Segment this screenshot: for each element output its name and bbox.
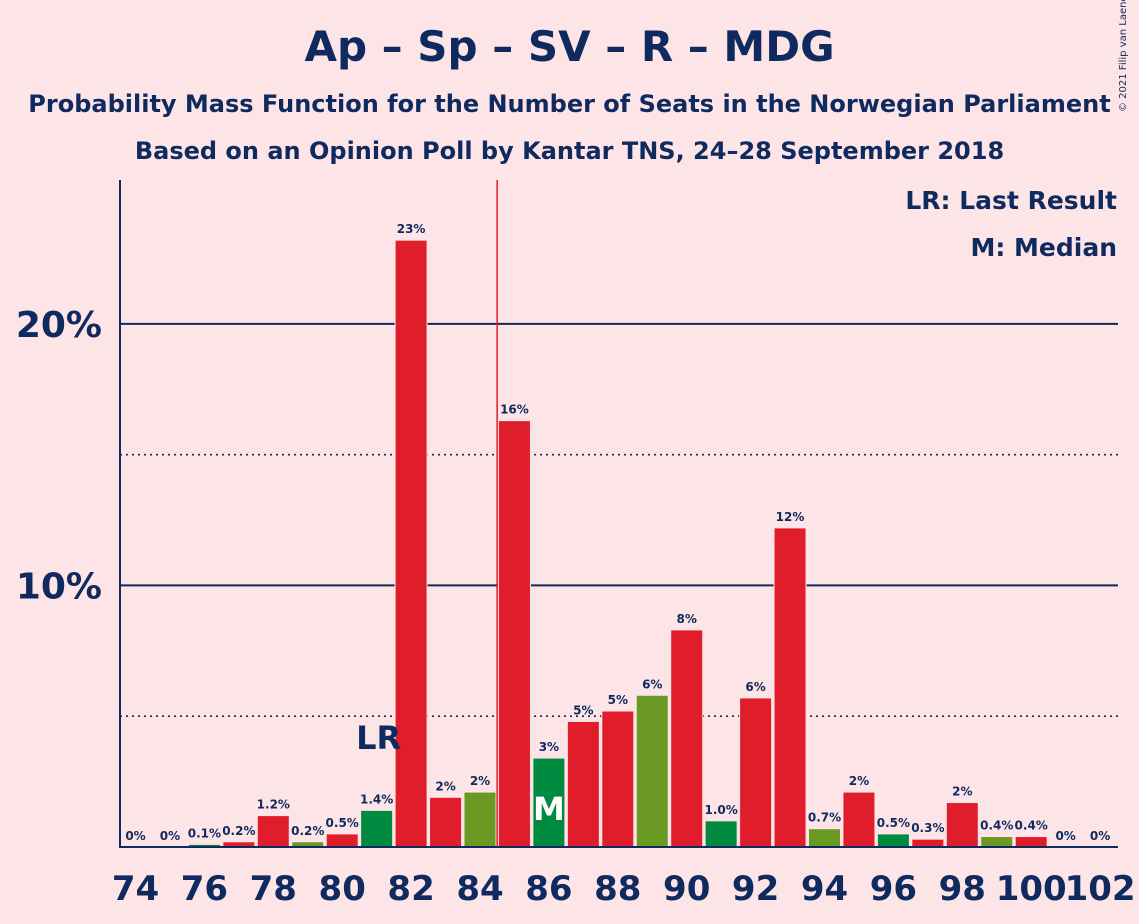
- bar-seat-84: [463, 791, 497, 848]
- data-label-seat-82: 23%: [397, 222, 426, 236]
- data-label-seat-96: 0.5%: [877, 816, 910, 830]
- bar-seat-85: [497, 420, 531, 848]
- bar-seat-92: [739, 697, 773, 848]
- data-label-seat-77: 0.2%: [222, 824, 255, 838]
- bar-seat-80: [325, 833, 359, 848]
- y-tick-label: 20%: [16, 305, 102, 346]
- bar-seat-96: [876, 833, 910, 848]
- data-label-seat-88: 5%: [608, 693, 628, 707]
- data-label-seat-93: 12%: [776, 510, 805, 524]
- bar-seat-86: [532, 757, 566, 848]
- bar-seat-89: [635, 694, 669, 848]
- data-label-seat-80: 0.5%: [326, 816, 359, 830]
- data-label-seat-94: 0.7%: [808, 811, 841, 825]
- data-label-seat-86: 3%: [539, 740, 559, 754]
- x-tick-label: 76: [181, 869, 228, 909]
- bar-seat-81: [360, 809, 394, 848]
- data-label-seat-100: 0.4%: [1015, 819, 1048, 833]
- chart-title: Ap – Sp – SV – R – MDG: [304, 22, 835, 71]
- x-tick-label: 96: [870, 869, 917, 909]
- data-label-seat-91: 1.0%: [705, 803, 738, 817]
- data-label-seat-95: 2%: [849, 774, 869, 788]
- data-label-seat-79: 0.2%: [291, 824, 324, 838]
- data-label-seat-75: 0%: [160, 829, 180, 843]
- bar-seat-90: [670, 629, 704, 848]
- median-marker: M: [533, 790, 565, 828]
- chart-subtitle: Probability Mass Function for the Number…: [28, 90, 1111, 118]
- data-label-seat-92: 6%: [745, 680, 765, 694]
- data-label-seat-89: 6%: [642, 677, 662, 691]
- bar-seat-83: [429, 796, 463, 848]
- bar-seat-99: [980, 836, 1014, 848]
- data-label-seat-99: 0.4%: [980, 819, 1013, 833]
- data-label-seat-87: 5%: [573, 703, 593, 717]
- bar-seat-78: [256, 815, 290, 848]
- data-label-seat-98: 2%: [952, 785, 972, 799]
- data-label-seat-76: 0.1%: [188, 826, 221, 840]
- x-tick-label: 84: [456, 869, 503, 909]
- data-label-seat-78: 1.2%: [257, 798, 290, 812]
- data-label-seat-102: 0%: [1090, 829, 1110, 843]
- bar-seat-94: [808, 828, 841, 848]
- bar-seat-88: [601, 710, 635, 848]
- y-tick-label: 10%: [16, 566, 102, 607]
- x-tick-label: 86: [525, 869, 572, 909]
- x-tick-label: 102: [1065, 869, 1136, 909]
- data-label-seat-101: 0%: [1055, 829, 1075, 843]
- bar-seat-87: [566, 720, 600, 848]
- x-tick-label: 82: [387, 869, 434, 909]
- x-tick-label: 74: [112, 869, 159, 909]
- chart-source-subtitle: Based on an Opinion Poll by Kantar TNS, …: [134, 137, 1005, 165]
- data-label-seat-83: 2%: [435, 779, 455, 793]
- bar-seat-97: [911, 838, 945, 848]
- data-label-seat-84: 2%: [470, 774, 490, 788]
- bar-seat-98: [945, 802, 979, 848]
- bar-seat-93: [773, 527, 807, 848]
- data-label-seat-85: 16%: [500, 403, 529, 417]
- data-label-seat-97: 0.3%: [911, 821, 944, 835]
- legend-median: M: Median: [970, 233, 1117, 262]
- data-label-seat-81: 1.4%: [360, 792, 393, 806]
- bar-seat-82: [394, 239, 428, 848]
- x-tick-label: 90: [663, 869, 710, 909]
- x-tick-label: 88: [594, 869, 641, 909]
- legend-last-result: LR: Last Result: [905, 186, 1117, 215]
- bar-seat-100: [1014, 836, 1048, 848]
- x-tick-label: 92: [732, 869, 779, 909]
- bar-seat-95: [842, 791, 876, 848]
- x-tick-label: 78: [250, 869, 297, 909]
- x-tick-label: 100: [996, 869, 1067, 909]
- bar-seat-91: [704, 820, 738, 848]
- data-label-seat-74: 0%: [125, 829, 145, 843]
- last-result-marker: LR: [356, 719, 401, 757]
- x-tick-label: 98: [939, 869, 986, 909]
- data-label-seat-90: 8%: [677, 612, 697, 626]
- x-tick-label: 94: [801, 869, 848, 909]
- x-tick-label: 80: [319, 869, 366, 909]
